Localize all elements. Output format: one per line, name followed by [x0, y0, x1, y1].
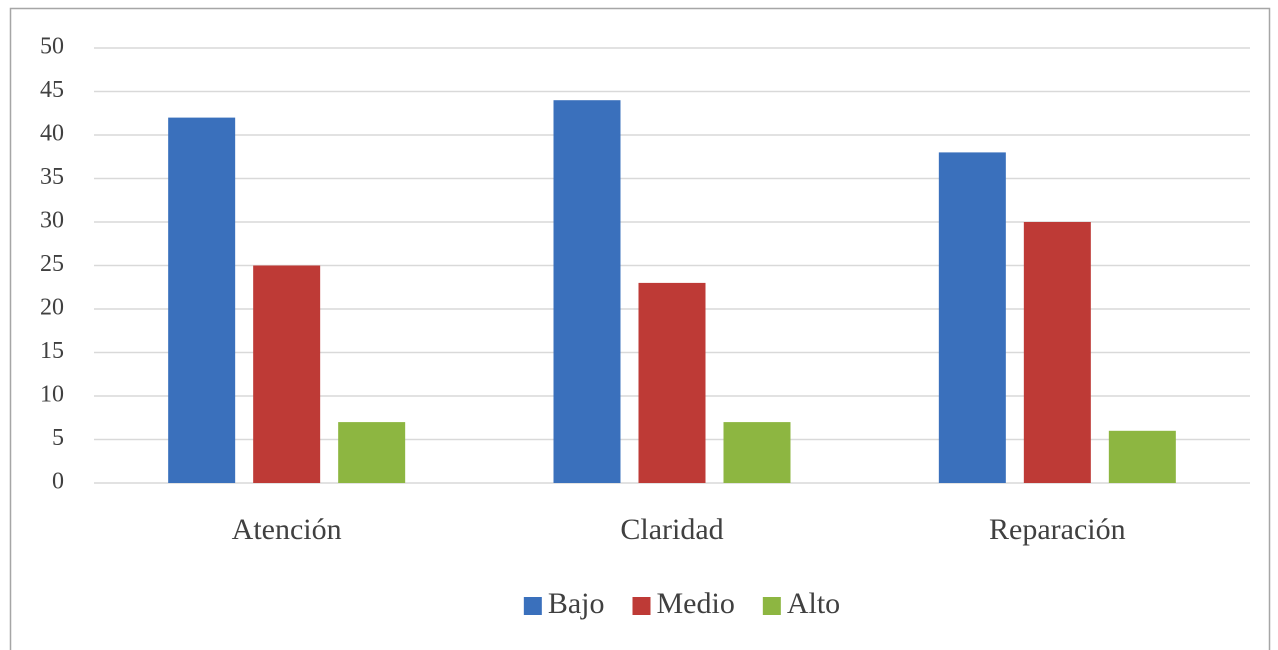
y-tick-label: 10	[40, 382, 64, 408]
bar	[168, 117, 236, 483]
bar	[253, 265, 321, 483]
x-tick-label: Atención	[232, 513, 342, 546]
y-tick-label: 5	[52, 425, 64, 451]
bar	[338, 422, 406, 483]
y-tick-label: 15	[40, 338, 64, 364]
legend-label: Bajo	[548, 587, 605, 620]
legend-label: Medio	[657, 587, 735, 620]
bar	[1023, 222, 1091, 483]
bar	[938, 152, 1006, 483]
y-tick-label: 40	[40, 121, 64, 147]
y-tick-label: 20	[40, 295, 64, 321]
x-tick-label: Reparación	[989, 513, 1126, 546]
y-tick-label: 50	[40, 34, 64, 60]
y-tick-label: 35	[40, 164, 64, 190]
y-tick-label: 30	[40, 208, 64, 234]
bar	[553, 100, 621, 483]
bar	[638, 282, 706, 483]
x-tick-label: Claridad	[620, 513, 723, 546]
y-tick-label: 25	[40, 251, 64, 277]
bar	[1108, 430, 1176, 483]
y-tick-label: 0	[52, 469, 64, 495]
y-tick-label: 45	[40, 77, 64, 103]
legend-swatch	[632, 597, 651, 615]
legend-swatch	[523, 597, 542, 615]
legend-swatch	[762, 597, 781, 615]
bar	[723, 422, 791, 483]
legend-label: Alto	[787, 587, 840, 620]
